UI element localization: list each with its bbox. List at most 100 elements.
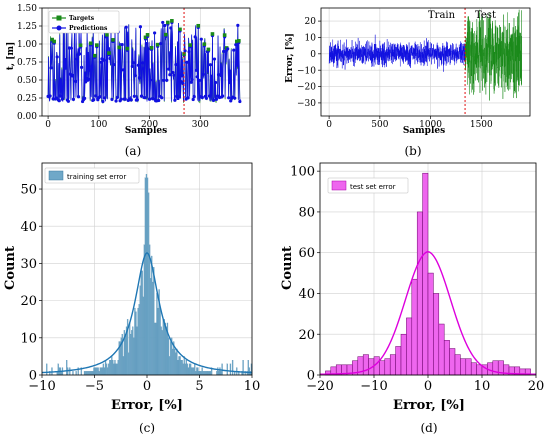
panel-b-ytick-label: 20 [305,17,317,27]
panel-c-bar [104,360,107,376]
panel-b-series [328,8,523,116]
panel-a-prediction-point [207,94,212,98]
panel-c-bar [185,360,188,376]
panel-b-xtick-label: 1000 [419,120,442,130]
panel-a-ytick-label: 0.50 [17,76,37,86]
panel-d-bar [460,358,467,376]
panel-c-bar [175,352,177,376]
panel-a-prediction-point [120,43,124,47]
panel-a-prediction-point [79,65,84,70]
panel-c-bar [93,367,95,376]
panel-a-target-point [78,43,83,48]
panel-c: −10 −5 0 5 10 0 10 20 30 40 50 Error, [%] Count tr… [3,162,260,435]
panel-c-xtick-label: 10 [244,379,261,394]
panel-a-prediction-point [163,23,167,28]
panel-a-prediction-point [161,20,165,25]
panel-b-test-line [464,9,523,101]
panel-c-bar [84,371,87,376]
panel-b-ytick-label: −30 [297,99,316,109]
panel-a-prediction-point [87,77,91,81]
panel-a-prediction-point [227,96,231,100]
panel-a-prediction-point [200,95,204,100]
panel-c-kde-line [41,251,253,374]
panel-d-bar [476,364,483,376]
panel-a-prediction-point [167,67,171,71]
panel-a-target-point [235,39,239,44]
panel-c-bar [57,363,59,376]
panel-c-bar [165,326,168,376]
panel-c-bar [174,348,176,376]
panel-c-bar [113,363,115,376]
panel-b-ticks: 0 500 1000 1500 −30 −20 −10 0 10 20 [297,17,493,130]
panel-c-bar [129,322,131,376]
panel-d-ticks: −20 −10 0 10 20 0 20 40 60 80 100 [290,165,544,394]
panel-d-bar [422,172,429,376]
panel-a-prediction-point [70,74,75,78]
panel-c-xtick-label: 0 [143,379,151,394]
panel-a-target-point [163,32,168,37]
panel-c-legend: training set error [44,167,140,184]
panel-d-ytick-label: 80 [298,205,315,220]
panel-c-bar [109,360,111,376]
panel-c-bar [133,337,135,376]
panel-a-prediction-point [226,47,230,51]
panel-c-bar [220,371,222,376]
panel-a-prediction-point [238,99,242,104]
panel-c-xtick-label: −10 [28,379,55,394]
panel-c-ytick-label: 10 [20,331,37,346]
panel-c-bar [117,360,119,376]
panel-c-bar [231,360,234,376]
panel-a-prediction-point [236,23,240,27]
panel-a-target-point [143,35,148,40]
panel-a-prediction-point [83,96,87,101]
panel-c-bar [206,371,209,376]
panel-a-prediction-point [69,46,74,50]
panel-a-target-point [117,45,121,50]
panel-a-prediction-point [229,99,233,103]
panel-a-target-point [170,19,174,23]
panel-a-ylabel: t, [m] [6,42,16,70]
panel-a-prediction-point [119,97,123,101]
panel-c-bar [186,363,189,376]
panel-a-prediction-point [49,66,53,70]
panel-a-prediction-point [221,94,225,98]
panel-c-bar [200,371,202,376]
panel-a-legend-targets-marker [56,15,62,21]
panel-c-legend-swatch [48,170,64,181]
panel-d-bar [470,362,477,376]
panel-c-bar [96,367,98,376]
panel-a-prediction-point [110,97,114,101]
panel-a-ticks: 0 100 200 300 0.00 0.25 0.50 0.75 1.00 1.25 1.50 [17,4,209,130]
panel-c-ticks: −10 −5 0 5 10 0 10 20 30 40 50 [20,183,260,394]
panel-c-bar [112,360,114,376]
panel-a-prediction-point [222,49,226,54]
panel-a-prediction-point [233,96,237,100]
panel-a-prediction-point [114,99,118,103]
panel-a-prediction-point [73,79,78,84]
panel-c-bar [69,367,71,376]
panel-c-bar [99,367,101,376]
panel-a-prediction-point [133,74,137,78]
panel-c-bar [94,367,96,376]
panel-a-prediction-point [141,67,146,71]
caption-d: (d) [420,421,437,435]
panel-c-bar [138,304,140,376]
panel-a-target-point [105,32,109,37]
panel-c-ytick-label: 0 [29,369,37,384]
panel-c-bar [87,371,89,376]
panel-a-prediction-point [144,42,149,46]
panel-d-bars [325,172,531,376]
panel-a-prediction-point [157,98,161,103]
panel-a-ytick-label: 0.75 [17,58,37,68]
panel-c-bars [46,174,253,376]
panel-a-prediction-point [165,78,169,82]
panel-d-xtick-label: −10 [360,379,387,394]
panel-a-target-point [111,38,115,42]
panel-a-prediction-point [189,80,193,84]
panel-c-bar [248,367,251,376]
panel-d-ytick-label: 0 [307,369,315,384]
panel-a-target-point [125,46,130,51]
panel-a-target-point [88,41,93,46]
panel-c-bar [229,363,232,376]
